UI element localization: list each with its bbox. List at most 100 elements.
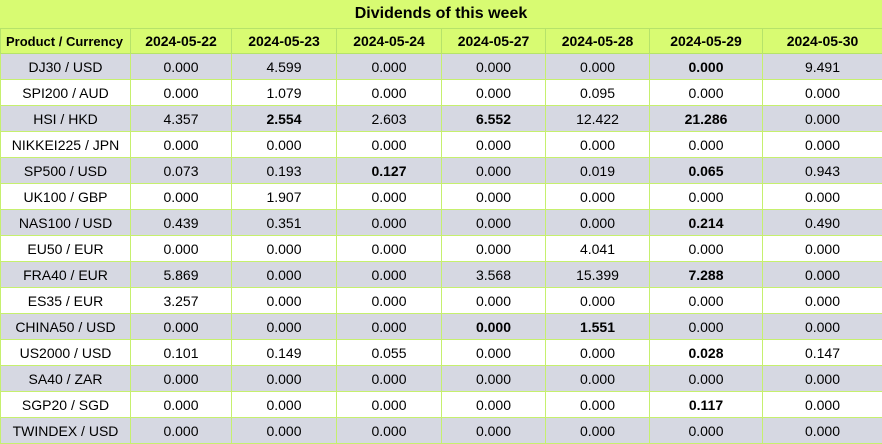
dividend-value-cell: 0.000: [442, 418, 546, 444]
product-cell: SP500 / USD: [1, 158, 131, 184]
dividend-value-cell: 0.000: [650, 132, 763, 158]
dividend-value-cell: 0.193: [232, 158, 337, 184]
dividend-value-cell: 0.000: [442, 132, 546, 158]
column-header-date: 2024-05-23: [232, 29, 337, 54]
dividend-value-cell: 0.000: [232, 262, 337, 288]
dividend-value-cell: 0.000: [763, 184, 882, 210]
dividend-value-cell: 0.000: [763, 314, 882, 340]
dividend-value-cell: 4.357: [131, 106, 232, 132]
product-cell: SA40 / ZAR: [1, 366, 131, 392]
dividend-value-cell: 3.568: [442, 262, 546, 288]
dividend-value-cell: 2.603: [337, 106, 442, 132]
dividend-value-cell: 1.079: [232, 80, 337, 106]
dividend-value-cell: 0.000: [131, 132, 232, 158]
dividend-value-cell: 0.000: [131, 184, 232, 210]
dividend-value-cell: 0.000: [650, 314, 763, 340]
dividend-value-cell: 0.000: [337, 80, 442, 106]
dividend-value-cell: 0.000: [442, 288, 546, 314]
dividend-value-cell: 0.000: [650, 288, 763, 314]
dividend-value-cell: 6.552: [442, 106, 546, 132]
dividend-value-cell: 0.019: [546, 158, 650, 184]
dividend-value-cell: 0.000: [546, 54, 650, 80]
dividend-value-cell: 0.490: [763, 210, 882, 236]
dividend-value-cell: 9.491: [763, 54, 882, 80]
dividend-value-cell: 0.117: [650, 392, 763, 418]
product-cell: NAS100 / USD: [1, 210, 131, 236]
column-header-date: 2024-05-27: [442, 29, 546, 54]
product-cell: NIKKEI225 / JPN: [1, 132, 131, 158]
dividend-value-cell: 1.907: [232, 184, 337, 210]
dividend-value-cell: 0.000: [131, 392, 232, 418]
dividend-value-cell: 0.000: [232, 288, 337, 314]
dividend-value-cell: 0.000: [232, 418, 337, 444]
dividend-value-cell: 0.095: [546, 80, 650, 106]
dividend-value-cell: 0.000: [763, 236, 882, 262]
dividend-value-cell: 3.257: [131, 288, 232, 314]
product-cell: US2000 / USD: [1, 340, 131, 366]
dividend-value-cell: 0.000: [337, 236, 442, 262]
dividend-value-cell: 0.000: [131, 314, 232, 340]
column-header-date: 2024-05-28: [546, 29, 650, 54]
dividend-value-cell: 0.000: [763, 288, 882, 314]
dividend-value-cell: 0.000: [337, 418, 442, 444]
dividend-value-cell: 0.065: [650, 158, 763, 184]
dividend-value-cell: 0.943: [763, 158, 882, 184]
dividend-value-cell: 2.554: [232, 106, 337, 132]
dividend-value-cell: 0.000: [442, 366, 546, 392]
dividend-value-cell: 0.028: [650, 340, 763, 366]
dividend-value-cell: 0.000: [763, 392, 882, 418]
dividend-value-cell: 0.000: [232, 366, 337, 392]
dividend-value-cell: 0.439: [131, 210, 232, 236]
product-cell: EU50 / EUR: [1, 236, 131, 262]
dividend-value-cell: 0.000: [546, 366, 650, 392]
dividend-value-cell: 0.000: [763, 106, 882, 132]
dividend-value-cell: 0.000: [131, 80, 232, 106]
dividends-table: Product / Currency 2024-05-22 2024-05-23…: [0, 28, 882, 444]
dividend-value-cell: 1.551: [546, 314, 650, 340]
dividend-value-cell: 0.351: [232, 210, 337, 236]
dividend-value-cell: 5.869: [131, 262, 232, 288]
column-header-product: Product / Currency: [1, 29, 131, 54]
dividend-value-cell: 0.000: [232, 314, 337, 340]
product-cell: SPI200 / AUD: [1, 80, 131, 106]
dividend-value-cell: 0.000: [337, 54, 442, 80]
dividend-value-cell: 0.000: [131, 366, 232, 392]
dividend-value-cell: 0.000: [546, 288, 650, 314]
dividend-value-cell: 0.000: [337, 262, 442, 288]
dividend-value-cell: 0.073: [131, 158, 232, 184]
dividend-value-cell: 0.000: [763, 418, 882, 444]
dividend-value-cell: 0.147: [763, 340, 882, 366]
dividend-value-cell: 0.000: [131, 418, 232, 444]
dividend-value-cell: 0.000: [650, 184, 763, 210]
dividend-value-cell: 0.000: [546, 392, 650, 418]
dividend-value-cell: 0.000: [763, 80, 882, 106]
dividend-value-cell: 0.000: [337, 210, 442, 236]
dividend-value-cell: 0.000: [131, 54, 232, 80]
dividend-value-cell: 0.000: [650, 54, 763, 80]
column-header-date: 2024-05-24: [337, 29, 442, 54]
dividend-value-cell: 4.041: [546, 236, 650, 262]
product-cell: SGP20 / SGD: [1, 392, 131, 418]
dividend-value-cell: 15.399: [546, 262, 650, 288]
dividend-value-cell: 0.055: [337, 340, 442, 366]
dividend-value-cell: 0.000: [232, 236, 337, 262]
dividend-value-cell: 0.000: [650, 366, 763, 392]
dividend-value-cell: 0.000: [442, 340, 546, 366]
dividend-value-cell: 0.000: [442, 236, 546, 262]
dividend-value-cell: 21.286: [650, 106, 763, 132]
dividend-value-cell: 0.000: [442, 314, 546, 340]
dividend-value-cell: 12.422: [546, 106, 650, 132]
